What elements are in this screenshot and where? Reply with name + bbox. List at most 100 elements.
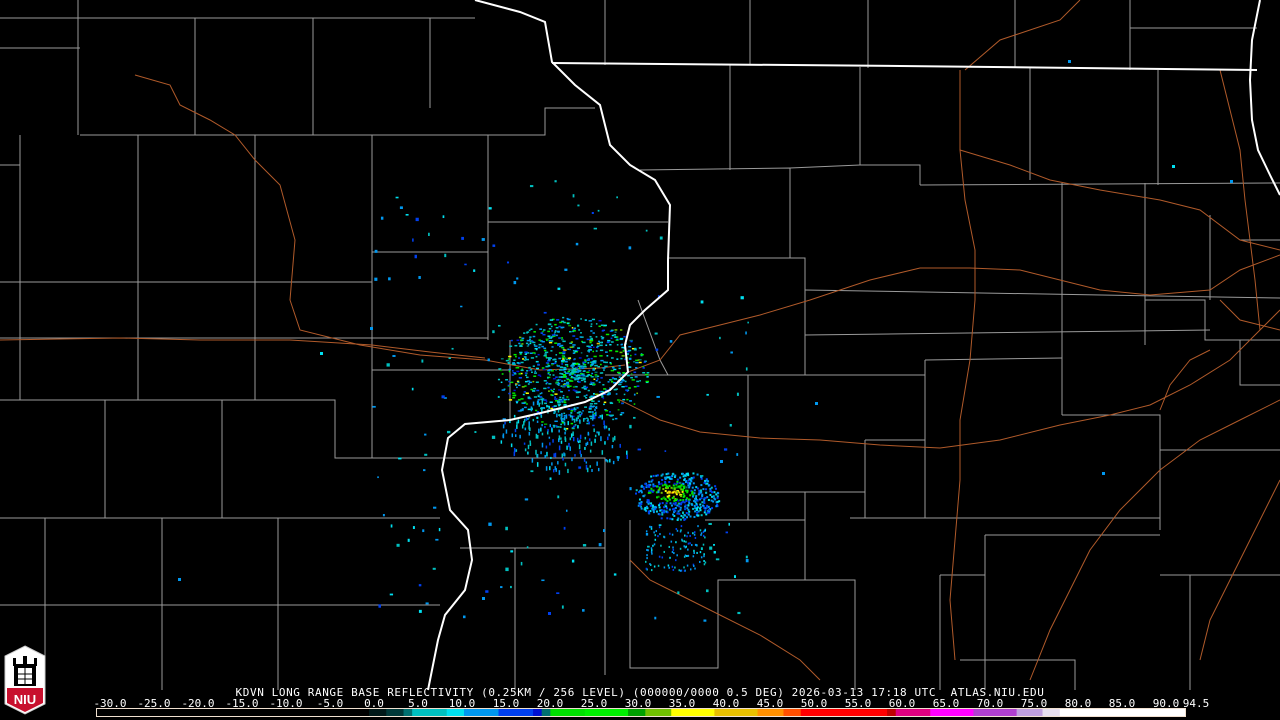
county-line (1239, 340, 1280, 386)
echo-pixel (693, 504, 696, 507)
echo-pixel (571, 346, 575, 348)
echo-pixel (673, 552, 675, 555)
echo-pixel (716, 491, 719, 494)
echo-pixel (679, 481, 682, 484)
echo-pixel (534, 345, 538, 347)
echo-pixel (684, 504, 687, 507)
echo-pixel (520, 398, 524, 400)
echo-pixel (691, 495, 694, 498)
echo-pixel (562, 361, 565, 363)
echo-pixel (663, 506, 666, 509)
echo-pixel (647, 499, 650, 502)
echo-pixel (677, 510, 680, 513)
colorbar-segment (723, 709, 728, 716)
echo-pixel (650, 489, 653, 492)
echo-pixel (661, 513, 664, 516)
echo-pixel (683, 545, 686, 548)
echo-pixel (575, 338, 579, 340)
echo-pixel (551, 362, 555, 365)
echo-pixel (540, 407, 544, 410)
echo-pixel (514, 449, 516, 453)
echo-pixel (527, 451, 529, 455)
echo-pixel (672, 546, 674, 549)
echo-pixel (603, 388, 607, 390)
echo-pixel (640, 484, 643, 487)
echo-pixel (537, 374, 541, 376)
echo-pixel (589, 361, 592, 364)
echo-pixel (588, 411, 592, 413)
echo-pixel (682, 485, 685, 488)
echo-pixel (567, 421, 569, 426)
colorbar-segment (485, 709, 491, 716)
echo-pixel (549, 477, 552, 480)
echo-pixel (620, 357, 623, 360)
echo-pixel (559, 366, 564, 369)
echo-pixel (591, 400, 595, 402)
echo-pixel (570, 412, 573, 414)
echo-pixel (683, 540, 685, 543)
echo-pixel (497, 395, 500, 398)
echo-pixel (550, 456, 552, 460)
echo-pixel (629, 424, 632, 429)
echo-pixel (658, 524, 662, 526)
echo-pixel (598, 431, 600, 436)
echo-pixel (574, 377, 578, 379)
echo-pixel (444, 253, 447, 258)
echo-pixel (687, 508, 690, 511)
echo-pixel (461, 236, 464, 240)
colorbar-segment (520, 709, 526, 716)
echo-pixel (554, 360, 557, 363)
echo-pixel (510, 585, 512, 589)
echo-pixel (661, 479, 664, 482)
echo-pixel (605, 333, 610, 336)
colorbar-segment (671, 709, 677, 716)
echo-pixel (603, 361, 606, 363)
echo-pixel (504, 421, 506, 425)
echo-pixel (679, 530, 682, 533)
echo-pixel (572, 352, 575, 354)
colorbar-segment (839, 709, 845, 716)
echo-pixel (709, 493, 712, 496)
echo-pixel (693, 552, 695, 555)
colorbar-segment (429, 709, 435, 716)
highway (627, 254, 1280, 373)
echo-pixel (590, 357, 593, 360)
echo-pixel (572, 335, 576, 337)
echo-pixel (544, 351, 549, 354)
echo-pixel (577, 324, 580, 327)
echo-pixel (590, 339, 594, 342)
echo-pixel (586, 441, 589, 445)
echo-pixel (680, 569, 683, 572)
echo-pixel (604, 441, 606, 445)
colorbar-tick-label: 85.0 (1108, 697, 1136, 710)
echo-pixel (694, 496, 697, 499)
echo-pixel (518, 384, 521, 387)
echo-pixel (590, 417, 594, 420)
echo-pixel (506, 261, 510, 264)
echo-pixel (563, 412, 566, 415)
echo-pixel (541, 400, 544, 405)
echo-pixel (666, 517, 669, 520)
echo-pixel (613, 334, 617, 336)
echo-pixel (531, 371, 533, 373)
echo-pixel (582, 363, 585, 365)
colorbar-segment (191, 709, 197, 716)
echo-pixel (714, 487, 717, 490)
colorbar-tick-label: -15.0 (225, 697, 259, 710)
echo-pixel (579, 373, 583, 375)
echo-pixel (561, 421, 566, 424)
colorbar-segment (874, 709, 880, 716)
echo-pixel (569, 373, 572, 375)
echo-pixel (579, 434, 582, 439)
echo-pixel (555, 382, 558, 385)
echo-pixel (660, 544, 662, 547)
echo-pixel (514, 434, 517, 437)
colorbar-segment (390, 709, 396, 716)
echo-pixel (592, 405, 595, 408)
echo-pixel (618, 376, 621, 378)
echo-pixel (550, 407, 554, 410)
echo-pixel (718, 500, 721, 503)
echo-pixel (570, 380, 574, 382)
colorbar-segment (472, 709, 478, 716)
echo-pixel (621, 346, 625, 349)
